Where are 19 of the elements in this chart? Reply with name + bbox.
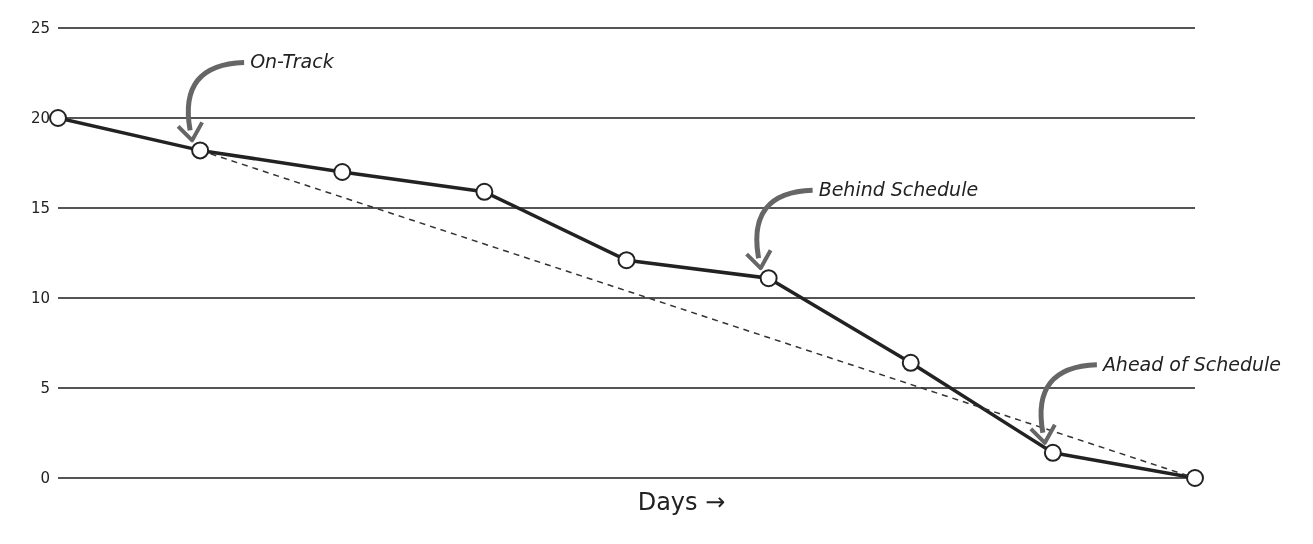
annotation: Behind Schedule [818, 178, 979, 201]
x-axis-title: Days → [636, 488, 727, 516]
point [1186, 469, 1204, 487]
point [49, 109, 67, 127]
point [333, 163, 352, 181]
point [191, 141, 210, 160]
y-tick-label: 25 [30, 19, 50, 38]
point [475, 182, 494, 201]
point [617, 251, 636, 270]
annotation: On-Track [250, 50, 335, 73]
point [1043, 443, 1062, 462]
y-tick-label: 20 [30, 109, 50, 128]
annotation: Ahead of Schedule [1100, 352, 1282, 375]
y-tick-label: 5 [40, 379, 50, 398]
point [901, 353, 920, 372]
y-tick-label: 15 [30, 199, 50, 218]
point [759, 269, 778, 288]
y-tick-label: 0 [40, 469, 50, 488]
y-tick-label: 10 [30, 289, 50, 308]
